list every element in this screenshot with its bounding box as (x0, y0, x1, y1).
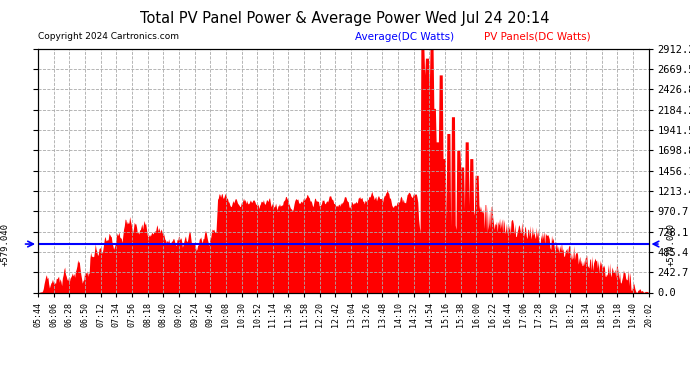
Text: +579.040: +579.040 (1, 222, 10, 266)
Text: Copyright 2024 Cartronics.com: Copyright 2024 Cartronics.com (38, 32, 179, 41)
Text: Total PV Panel Power & Average Power Wed Jul 24 20:14: Total PV Panel Power & Average Power Wed… (140, 11, 550, 26)
Text: +579.040: +579.040 (666, 222, 676, 266)
Text: Average(DC Watts): Average(DC Watts) (355, 32, 455, 42)
Text: PV Panels(DC Watts): PV Panels(DC Watts) (484, 32, 591, 42)
